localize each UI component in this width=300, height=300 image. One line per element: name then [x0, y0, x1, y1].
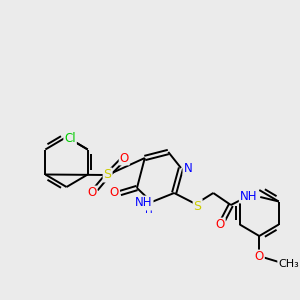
Text: H: H [145, 205, 153, 215]
Text: O: O [215, 218, 225, 232]
Text: NH: NH [240, 190, 257, 202]
Text: O: O [255, 250, 264, 263]
Text: Cl: Cl [64, 132, 76, 145]
Text: S: S [103, 169, 112, 182]
Text: N: N [184, 161, 192, 175]
Text: O: O [110, 187, 119, 200]
Text: NH: NH [135, 196, 153, 209]
Text: CH₃: CH₃ [278, 259, 299, 269]
Text: O: O [120, 152, 129, 164]
Text: O: O [87, 187, 97, 200]
Text: H: H [250, 189, 258, 199]
Text: S: S [194, 200, 202, 212]
